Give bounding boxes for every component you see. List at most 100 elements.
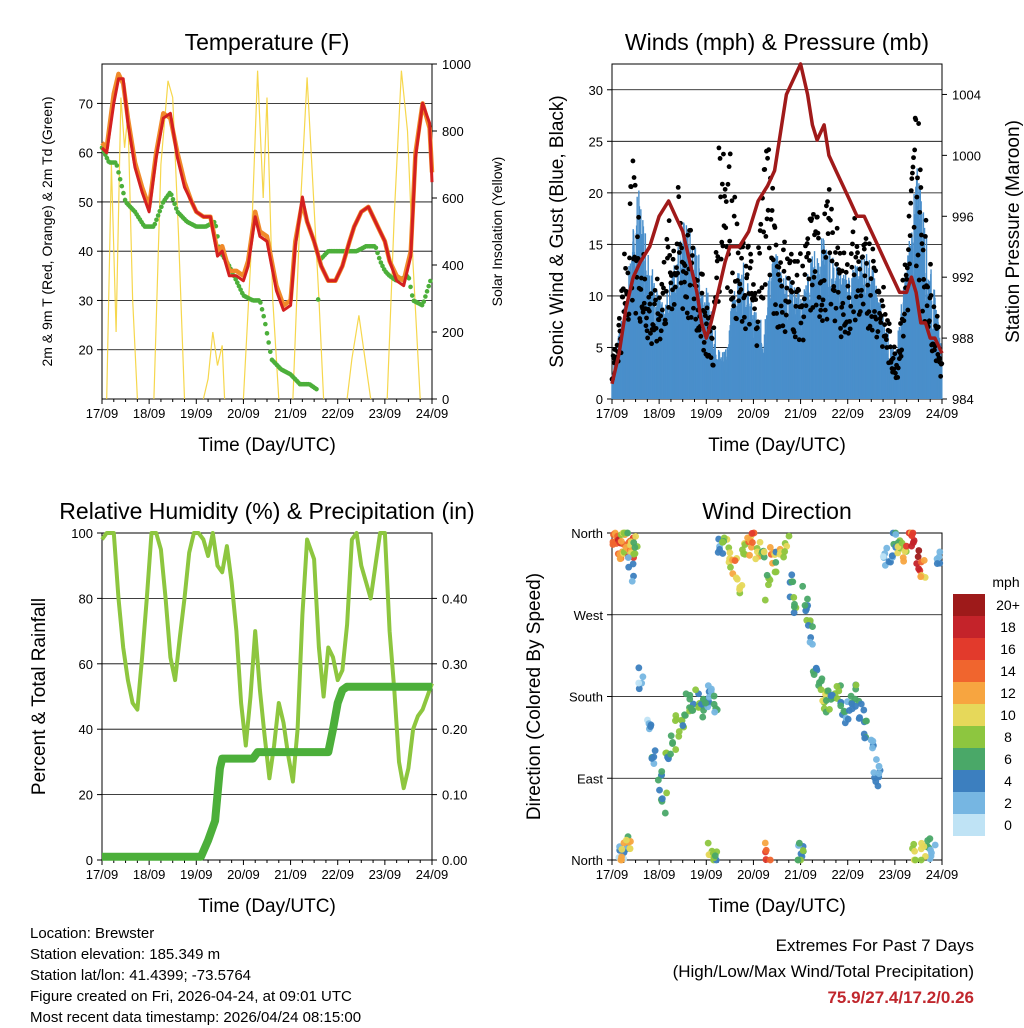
legend-swatch — [953, 770, 985, 792]
gust-point — [751, 282, 756, 287]
direction-point — [746, 551, 753, 559]
gust-point — [915, 175, 920, 181]
gust-point — [627, 255, 632, 261]
gust-point — [649, 341, 654, 347]
gust-point — [629, 297, 635, 303]
legend-label: 8 — [1004, 729, 1012, 745]
gust-point — [757, 250, 763, 256]
gust-point — [791, 329, 797, 335]
direction-point — [908, 542, 915, 550]
humidity-ytick-label: 80 — [79, 591, 93, 606]
dewpoint-point — [264, 331, 270, 336]
direction-point — [765, 581, 772, 589]
winds-xtick-label: 21/09 — [784, 406, 817, 421]
temperature-ytick-right-label: 1000 — [442, 57, 471, 72]
direction-point — [920, 557, 928, 564]
legend-label: 16 — [1000, 641, 1016, 657]
direction-point — [635, 679, 643, 687]
gust-point — [850, 241, 855, 247]
direction-point — [760, 553, 768, 561]
dewpoint-point — [376, 255, 382, 261]
direction-point — [812, 664, 820, 672]
dewpoint-point — [235, 280, 240, 286]
gust-point — [934, 313, 940, 319]
gust-point — [645, 335, 651, 341]
gust-point — [869, 327, 875, 333]
direction-point — [618, 845, 626, 853]
gust-point — [752, 306, 757, 312]
gust-point — [744, 272, 750, 278]
direction-xtick-label: 23/09 — [879, 867, 912, 882]
gust-point — [890, 355, 896, 361]
gust-point — [748, 251, 753, 257]
dewpoint-point — [119, 183, 125, 189]
gust-point — [777, 277, 783, 283]
gust-point — [825, 199, 830, 205]
gust-point — [765, 155, 770, 161]
winds-ytick-right-label: 1000 — [952, 148, 981, 163]
humidity-ytick-label: 40 — [79, 722, 93, 737]
humidity-xtick-label: 17/09 — [86, 867, 119, 882]
gust-point — [665, 244, 671, 250]
dewpoint-point — [152, 221, 158, 227]
gust-point — [722, 193, 727, 199]
direction-point — [726, 549, 734, 557]
gust-point — [913, 263, 919, 269]
gust-point — [823, 254, 829, 260]
dewpoint-point — [258, 300, 263, 305]
gust-point — [925, 284, 931, 290]
gust-point — [817, 314, 823, 320]
winds-xtick-label: 20/09 — [737, 406, 770, 421]
gust-point — [759, 285, 765, 291]
temperature-xtick-label: 24/09 — [416, 406, 449, 421]
gust-point — [867, 241, 872, 247]
direction-point — [863, 717, 870, 725]
direction-point — [915, 547, 923, 554]
dewpoint-point — [170, 197, 176, 202]
humidity-xtick-label: 19/09 — [180, 867, 213, 882]
gust-point — [669, 273, 674, 278]
solar-insolation-line — [153, 80, 186, 400]
dewpoint-point — [314, 386, 319, 392]
gust-point — [901, 318, 907, 324]
humidity-ytick-right-label: 0.20 — [442, 722, 467, 737]
direction-point — [629, 560, 637, 568]
winds-ylabel-right: Station Pressure (Maroon) — [1003, 120, 1024, 343]
gust-point — [848, 251, 854, 257]
gust-point — [793, 303, 799, 309]
direction-point — [617, 537, 625, 545]
winds-xtick-label: 17/09 — [596, 406, 629, 421]
legend-label: 18 — [1000, 619, 1016, 635]
gust-point — [809, 282, 815, 288]
direction-point — [789, 578, 797, 586]
direction-point — [835, 687, 843, 695]
gust-point — [805, 236, 811, 242]
gust-point — [906, 213, 912, 219]
gust-point — [827, 250, 833, 256]
gust-point — [688, 227, 694, 233]
gust-point — [799, 303, 805, 308]
gust-point — [727, 151, 733, 157]
winds-ytick-label: 20 — [589, 186, 603, 201]
gust-point — [829, 258, 835, 264]
direction-point — [888, 552, 896, 560]
humidity-ytick-label: 20 — [79, 788, 93, 803]
dewpoint-point — [233, 276, 238, 282]
gust-point — [878, 320, 884, 325]
extremes-subtitle: (High/Low/Max Wind/Total Precipitation) — [672, 962, 974, 981]
gust-point — [816, 294, 822, 300]
gust-point — [679, 245, 684, 251]
direction-point — [926, 835, 934, 843]
gust-point — [782, 329, 788, 335]
gust-point — [838, 334, 844, 340]
gust-point — [786, 275, 791, 281]
gust-point — [790, 280, 795, 285]
direction-point — [763, 571, 771, 579]
direction-point — [795, 839, 803, 847]
gust-point — [668, 280, 674, 286]
direction-point — [630, 550, 638, 558]
gust-point — [773, 242, 779, 248]
gust-point — [620, 294, 626, 300]
relative-humidity-line — [100, 531, 434, 791]
gust-point — [806, 276, 812, 282]
